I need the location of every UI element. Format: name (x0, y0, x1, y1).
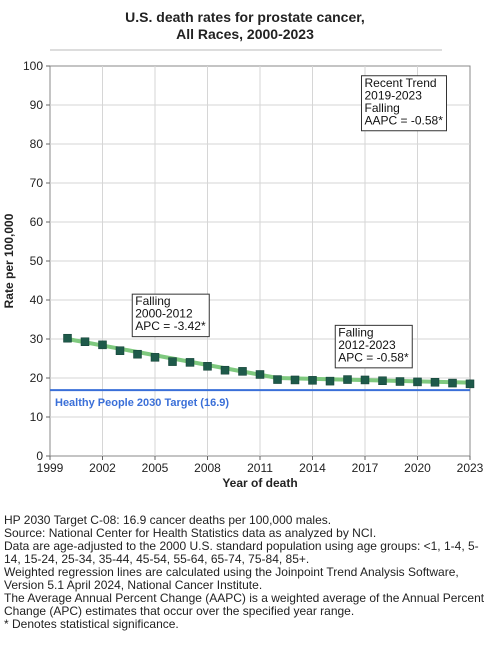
annotation-line: Falling (365, 101, 400, 115)
y-tick-label: 0 (36, 449, 43, 463)
y-tick-label: 20 (30, 371, 44, 385)
data-point (238, 367, 247, 376)
data-point (430, 378, 440, 387)
data-point (168, 357, 177, 366)
grid-lines (50, 66, 470, 456)
footnote-regression: Weighted regression lines are calculated… (4, 565, 459, 592)
x-tick-label: 1999 (37, 461, 64, 475)
data-point (343, 375, 352, 384)
annotation-line: Falling (135, 294, 170, 308)
data-point (465, 379, 475, 389)
y-tick-label: 40 (30, 293, 44, 307)
data-point (115, 346, 125, 355)
data-point (220, 365, 230, 375)
x-tick-label: 2017 (352, 461, 379, 475)
data-point (448, 378, 457, 388)
annotation-line: 2019-2023 (365, 88, 423, 102)
data-point (290, 375, 300, 385)
annotation-line: Falling (338, 325, 373, 339)
annotation-border (361, 75, 447, 132)
data-point (133, 349, 142, 359)
chart-title-line-1: U.S. death rates for prostate cancer, (125, 9, 365, 25)
y-tick-label: 50 (30, 254, 44, 268)
footnotes: HP 2030 Target C-08: 16.9 cancer deaths … (4, 514, 488, 631)
data-point (395, 377, 405, 386)
annotation-line: APC = -3.42* (135, 319, 206, 333)
data-point (63, 333, 72, 343)
data-point (273, 375, 282, 384)
y-tick-label: 10 (30, 410, 44, 424)
data-point (325, 376, 335, 386)
footnote-age-adjustment: Data are age-adjusted to the 2000 U.S. s… (4, 539, 479, 566)
footnote-target: HP 2030 Target C-08: 16.9 cancer deaths … (4, 513, 332, 527)
x-tick-label: 2023 (457, 461, 484, 475)
y-tick-label: 30 (30, 332, 44, 346)
x-axis-label: Year of death (222, 476, 297, 490)
target-label: Healthy People 2030 Target (16.9) (55, 397, 229, 409)
data-point (413, 377, 422, 387)
axis-ticks: 0 10 20 30 40 50 60 70 80 90 100 1999 2002 2005 2008 20… (23, 59, 484, 475)
target-line-group: Healthy People 2030 Target (16.9) (50, 389, 470, 409)
y-tick-label: 60 (30, 215, 44, 229)
data-point (150, 353, 160, 362)
data-point (98, 340, 107, 350)
data-point (203, 362, 212, 371)
data-point (378, 376, 387, 385)
data-point (360, 375, 370, 385)
y-tick-label: 80 (30, 137, 44, 151)
data-point (80, 337, 90, 346)
annotation-line: APC = -0.58* (338, 350, 409, 364)
x-tick-label: 2005 (142, 461, 169, 475)
x-tick-label: 2020 (404, 461, 431, 475)
data-point (308, 376, 317, 385)
x-tick-label: 2014 (299, 461, 326, 475)
chart-title-line-2: All Races, 2000-2023 (176, 26, 314, 42)
annotation-border (131, 293, 210, 338)
chart: U.S. death rates for prostate cancer, Al… (2, 9, 484, 490)
x-tick-label: 2002 (89, 461, 116, 475)
footnote-significance: * Denotes statistical significance. (4, 617, 179, 631)
x-tick-label: 2008 (194, 461, 221, 475)
y-tick-label: 90 (30, 98, 44, 112)
footnote-aapc: The Average Annual Percent Change (AAPC)… (4, 591, 485, 618)
annotation-line: 2012-2023 (338, 338, 396, 352)
y-tick-label: 70 (30, 176, 44, 190)
footnote-source: Source: National Center for Health Stati… (4, 526, 377, 540)
annotation-line: AAPC = -0.58* (365, 113, 444, 127)
x-tick-label: 2011 (247, 461, 273, 475)
annotation-line: 2000-2012 (135, 307, 193, 321)
annotation-border (334, 324, 413, 369)
annotation-line: Recent Trend (365, 76, 437, 90)
y-axis-label: Rate per 100,000 (2, 213, 16, 308)
data-points (63, 333, 475, 389)
data-point (255, 370, 265, 379)
data-point (185, 358, 195, 367)
y-tick-label: 100 (23, 59, 43, 73)
